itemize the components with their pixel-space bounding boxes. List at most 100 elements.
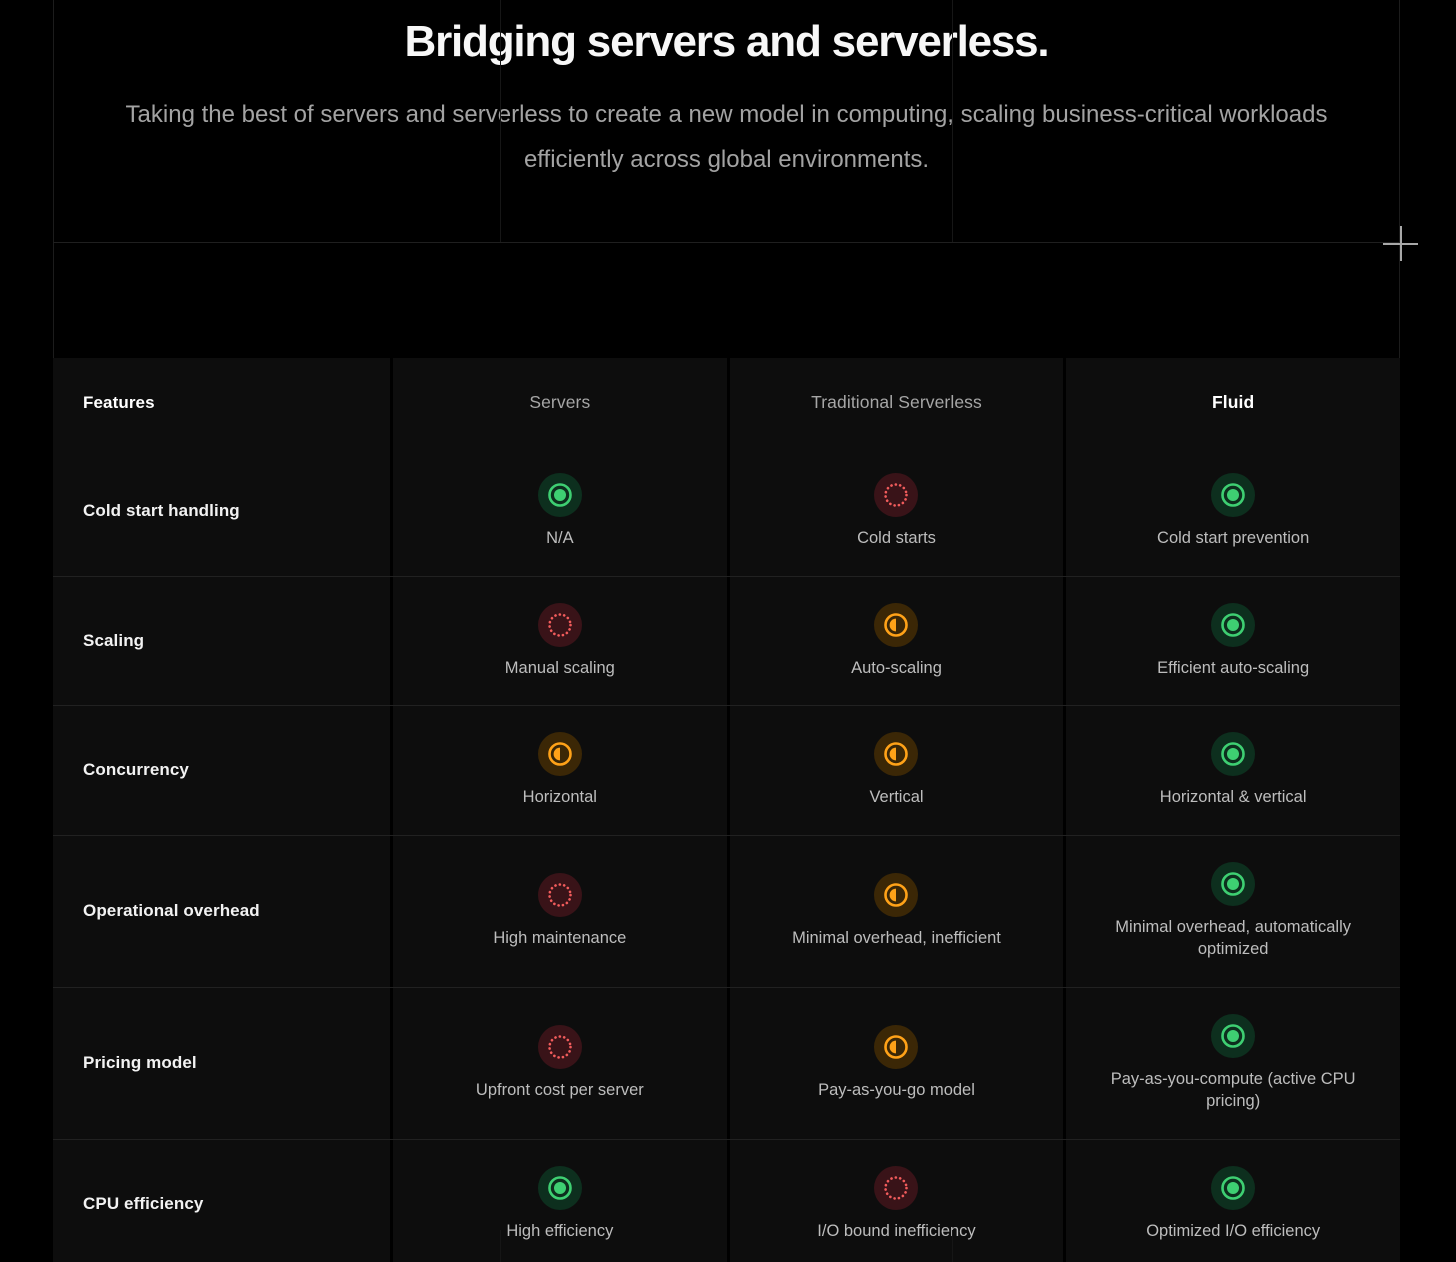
status-label: Upfront cost per server [475,1080,644,1099]
status-cell: N/A [393,447,727,576]
status-icon-holder [537,732,582,776]
feature-label: Concurrency [53,706,390,835]
status-cell: Minimal overhead, inefficient [729,835,1064,987]
status-bad-icon [874,473,919,517]
status-good-icon [1211,602,1256,647]
status-good-icon [537,1165,582,1210]
status-cell: High efficiency [393,1139,727,1262]
status-icon-holder [1211,1013,1256,1058]
status-icon-holder [537,872,582,917]
status-cell: Efficient auto-scaling [1066,576,1400,705]
status-icon-holder [1211,732,1256,776]
status-label: N/A [546,529,574,547]
page-subtitle: Taking the best of servers and serverles… [125,101,1328,173]
feature-label: Scaling [53,576,390,705]
status-icon-holder [874,473,919,517]
status-cell: Pay-as-you-compute (active CPU pricing) [1066,987,1400,1139]
page-title: Bridging servers and serverless. [404,17,1050,66]
status-cell: Manual scaling [393,576,727,705]
status-label: High efficiency [506,1221,614,1240]
status-icon-holder [537,473,582,517]
feature-label: Operational overhead [53,835,390,987]
table-row: Cold start handling N/A Cold starts Cold… [53,447,1400,576]
status-cell: Minimal overhead, automatically optimize… [1066,835,1400,987]
status-icon-holder [874,872,919,917]
column-header-traditional-serverless: Traditional Serverless [729,358,1064,447]
status-good-icon [1211,473,1256,517]
status-partial-icon [874,602,919,647]
status-cell: Cold starts [729,447,1064,576]
status-good-icon [537,473,582,517]
status-label: Vertical [869,788,924,806]
status-icon-holder [1211,473,1256,517]
status-icon-holder [874,1024,919,1069]
feature-label: CPU efficiency [53,1139,390,1262]
table-header-row: Features Servers Traditional Serverless … [53,358,1400,447]
status-cell: I/O bound inefficiency [729,1139,1064,1262]
status-label: Pay-as-you-go model [818,1080,975,1099]
grid-divider [500,1230,501,1262]
table-row: Scaling Manual scaling Auto-scaling Effi… [53,575,1400,705]
status-label: Horizontal & vertical [1159,788,1307,806]
grid-divider [952,0,953,242]
status-label: Cold start prevention [1157,529,1310,547]
status-label: Minimal overhead, automatically optimize… [1115,917,1351,959]
table-row: Pricing model Upfront cost per server Pa… [53,986,1400,1139]
status-label: Pay-as-you-compute (active CPU pricing) [1110,1069,1356,1111]
status-icon-holder [537,602,582,647]
table-row: Concurrency Horizontal Vertical Horizont… [53,705,1400,835]
status-icon-holder [874,1165,919,1210]
status-icon-holder [874,602,919,647]
status-cell: High maintenance [393,835,727,987]
status-partial-icon [537,732,582,776]
status-partial-icon [874,732,919,776]
status-cell: Upfront cost per server [393,987,727,1139]
status-bad-icon [537,1024,582,1069]
status-cell: Pay-as-you-go model [729,987,1064,1139]
status-label: High maintenance [493,928,627,947]
status-bad-icon [537,872,582,917]
status-label: Manual scaling [504,658,615,677]
status-cell: Vertical [729,706,1064,835]
column-header-servers: Servers [393,358,727,447]
status-label: I/O bound inefficiency [817,1221,976,1240]
crosshair-icon [1383,226,1418,261]
status-partial-icon [874,872,919,917]
feature-label: Pricing model [53,987,390,1139]
status-label: Minimal overhead, inefficient [792,928,1001,947]
grid-divider [500,0,501,242]
status-label: Cold starts [857,529,936,547]
table-body: Cold start handling N/A Cold starts Cold… [53,447,1400,1262]
status-icon-holder [1211,1165,1256,1210]
footer-grid-strip [53,1230,1400,1262]
feature-label: Cold start handling [53,447,390,576]
status-good-icon [1211,732,1256,776]
table-row: CPU efficiency High efficiency I/O bound… [53,1138,1400,1262]
status-label: Auto-scaling [851,658,942,677]
hero-section: Bridging servers and serverless. Taking … [53,0,1400,243]
status-icon-holder [537,1024,582,1069]
status-icon-holder [874,732,919,776]
status-good-icon [1211,1165,1256,1210]
status-label: Horizontal [522,788,597,806]
status-bad-icon [537,602,582,647]
status-bad-icon [874,1165,919,1210]
status-icon-holder [1211,861,1256,906]
status-icon-holder [1211,602,1256,647]
status-cell: Cold start prevention [1066,447,1400,576]
status-label: Optimized I/O efficiency [1146,1221,1321,1240]
status-partial-icon [874,1024,919,1069]
status-good-icon [1211,1013,1256,1058]
status-cell: Optimized I/O efficiency [1066,1139,1400,1262]
status-good-icon [1211,861,1256,906]
comparison-table: Features Servers Traditional Serverless … [53,358,1400,1262]
table-row: Operational overhead High maintenance Mi… [53,834,1400,987]
status-cell: Horizontal & vertical [1066,706,1400,835]
status-cell: Auto-scaling [729,576,1064,705]
status-icon-holder [537,1165,582,1210]
status-label: Efficient auto-scaling [1157,658,1310,677]
column-header-fluid: Fluid [1066,358,1400,447]
status-cell: Horizontal [393,706,727,835]
column-header-features: Features [53,358,390,447]
